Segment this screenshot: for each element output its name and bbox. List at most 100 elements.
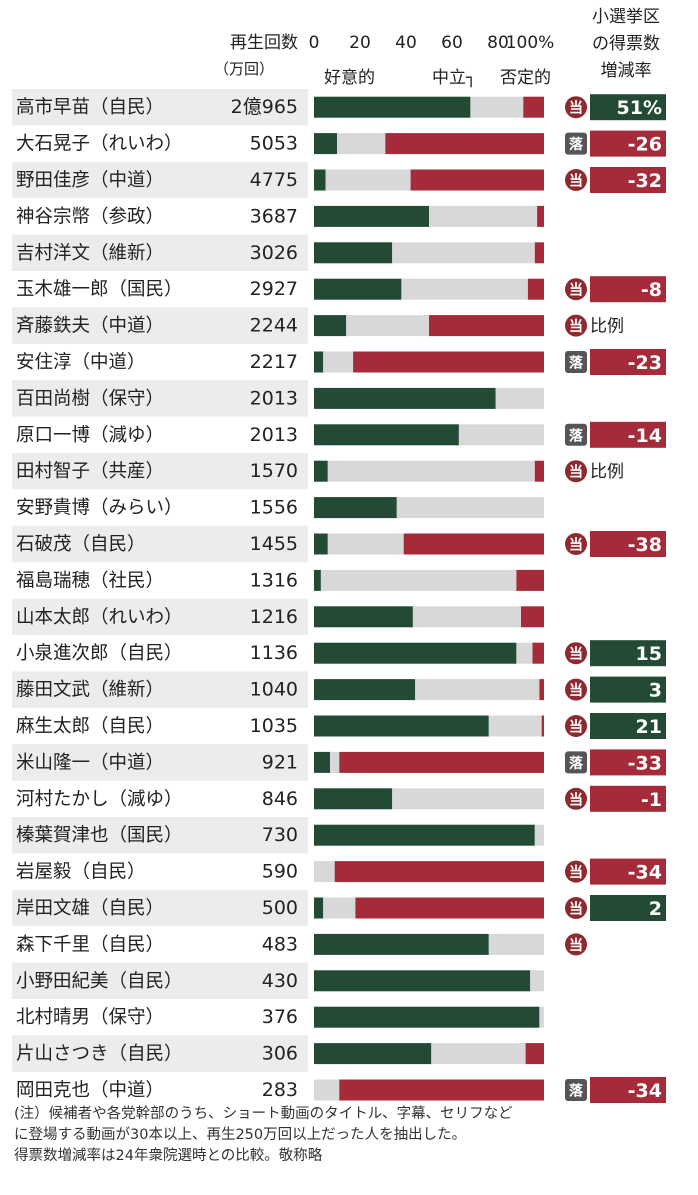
defeated-badge-icon — [565, 351, 587, 373]
chart-row: 安住淳（中道） 2217 落 -23 — [16, 349, 666, 375]
badge-label: 当 — [569, 682, 583, 699]
badge-label: 当 — [569, 791, 583, 808]
candidate-name: 麻生太郎（自民） — [16, 716, 164, 737]
vote-change-box — [590, 895, 666, 921]
vote-change-box — [590, 785, 666, 812]
vote-change-label: 比例 — [590, 317, 624, 337]
row-background — [12, 962, 308, 999]
vote-change-box — [590, 858, 666, 885]
play-count: 1455 — [250, 533, 298, 555]
play-count: 2013 — [250, 424, 298, 446]
badge-label: 当 — [569, 901, 583, 918]
bar-favorable — [314, 460, 328, 482]
play-count: 730 — [262, 824, 298, 846]
play-count: 1216 — [250, 606, 298, 628]
candidate-name: 神谷宗幣（参政） — [16, 206, 164, 227]
bar-negative — [527, 278, 544, 300]
footnote-line-3: 得票数増減率は24年衆院選時との比較。敬称略 — [14, 1148, 323, 1164]
play-count: 846 — [262, 788, 298, 810]
bar-negative — [534, 460, 544, 482]
badge-label: 落 — [569, 355, 584, 372]
chart-header: 再生回数 （万回） 好意的 中立┐ 否定的 小選挙区 の得票数 増減率 — [214, 7, 660, 88]
elected-badge-icon — [565, 678, 587, 701]
candidate-name: 玉木雄一郎（国民） — [16, 279, 183, 300]
vote-change-label: -34 — [628, 862, 662, 884]
bar-neutral — [392, 242, 535, 264]
vote-change-label: -34 — [628, 1080, 662, 1102]
bar-favorable — [314, 242, 393, 264]
chart-row: 原口一博（減ゆ） 2013 落 -14 — [16, 421, 666, 448]
candidate-name: 小野田紀美（自民） — [16, 971, 183, 992]
play-count: 2244 — [250, 315, 298, 337]
defeated-badge-icon — [565, 751, 587, 774]
chart-row: 野田佳彦（中道） 4775 当 -32 — [12, 161, 666, 199]
bar-favorable — [314, 133, 337, 155]
bar-neutral — [470, 96, 524, 118]
bar-favorable — [314, 897, 324, 919]
row-background — [12, 161, 308, 199]
chart-row: 百田尚樹（保守） 2013 — [12, 380, 544, 417]
candidate-name: 安住淳（中道） — [16, 352, 146, 373]
bar-favorable — [314, 606, 413, 628]
row-background — [12, 453, 308, 490]
bar-neutral — [314, 1079, 340, 1101]
bar-neutral — [396, 497, 544, 519]
bar-favorable — [314, 533, 328, 555]
chart-row: 田村智子（共産） 1570 当比例 — [12, 453, 624, 490]
bar-negative — [539, 679, 544, 701]
vote-change-box — [590, 1077, 666, 1103]
play-count: 3026 — [250, 242, 298, 264]
chart-row: 森下千里（自民） 483 当 — [16, 933, 587, 956]
vote-change-header-2: の得票数 — [592, 34, 660, 54]
badge-label: 落 — [569, 136, 584, 153]
bar-negative — [534, 242, 544, 264]
defeated-badge-icon — [565, 1079, 587, 1101]
candidate-name: 吉村洋文（維新） — [16, 243, 164, 264]
play-count: 1556 — [250, 497, 298, 519]
candidate-name: 福島瑞穂（社民） — [16, 570, 164, 591]
bar-neutral — [320, 569, 517, 591]
chart-row: 高市早苗（自民） 2億965 当 51% — [12, 89, 666, 126]
bar-neutral — [327, 460, 535, 482]
chart-row: 北村晴男（保守） 376 — [16, 1006, 544, 1028]
play-count: 1136 — [250, 642, 298, 664]
chart-row: 小泉進次郎（自民） 1136 当 15 — [16, 640, 666, 667]
play-count: 306 — [262, 1043, 298, 1065]
bar-negative — [537, 205, 544, 227]
vote-change-label: 3 — [649, 680, 662, 702]
vote-change-box — [590, 167, 666, 193]
bar-neutral — [337, 133, 386, 155]
x-tick-label: 80 — [487, 33, 509, 53]
elected-badge-icon — [565, 642, 587, 665]
elected-badge-icon — [565, 314, 587, 337]
chart-row: 玉木雄一郎（国民） 2927 当 -8 — [16, 276, 666, 303]
vote-change-label: -8 — [641, 279, 662, 301]
bar-neutral — [495, 387, 544, 409]
candidate-name: 原口一博（減ゆ） — [16, 425, 164, 446]
badge-label: 落 — [569, 1083, 584, 1100]
row-background — [12, 525, 308, 563]
play-count: 2013 — [250, 387, 298, 409]
vote-change-box — [590, 94, 666, 121]
legend-negative: 否定的 — [500, 68, 551, 88]
bar-neutral — [325, 169, 411, 191]
badge-label: 当 — [569, 719, 583, 736]
chart-row: 小野田紀美（自民） 430 — [12, 962, 544, 999]
vote-change-label: 2 — [649, 898, 662, 920]
bar-favorable — [314, 169, 326, 191]
defeated-badge-icon — [565, 132, 587, 155]
legend-neutral: 中立┐ — [432, 68, 476, 88]
bar-negative — [516, 569, 544, 591]
bar-favorable — [314, 351, 324, 373]
bar-neutral — [488, 933, 544, 955]
vote-change-label: -1 — [641, 789, 662, 811]
bar-negative — [429, 315, 544, 337]
bar-neutral — [327, 533, 404, 555]
play-count: 430 — [262, 970, 298, 992]
badge-label: 落 — [569, 427, 584, 444]
elected-badge-icon — [565, 460, 587, 483]
bar-neutral — [488, 715, 542, 737]
bar-negative — [339, 751, 544, 773]
bar-negative — [525, 1043, 544, 1065]
